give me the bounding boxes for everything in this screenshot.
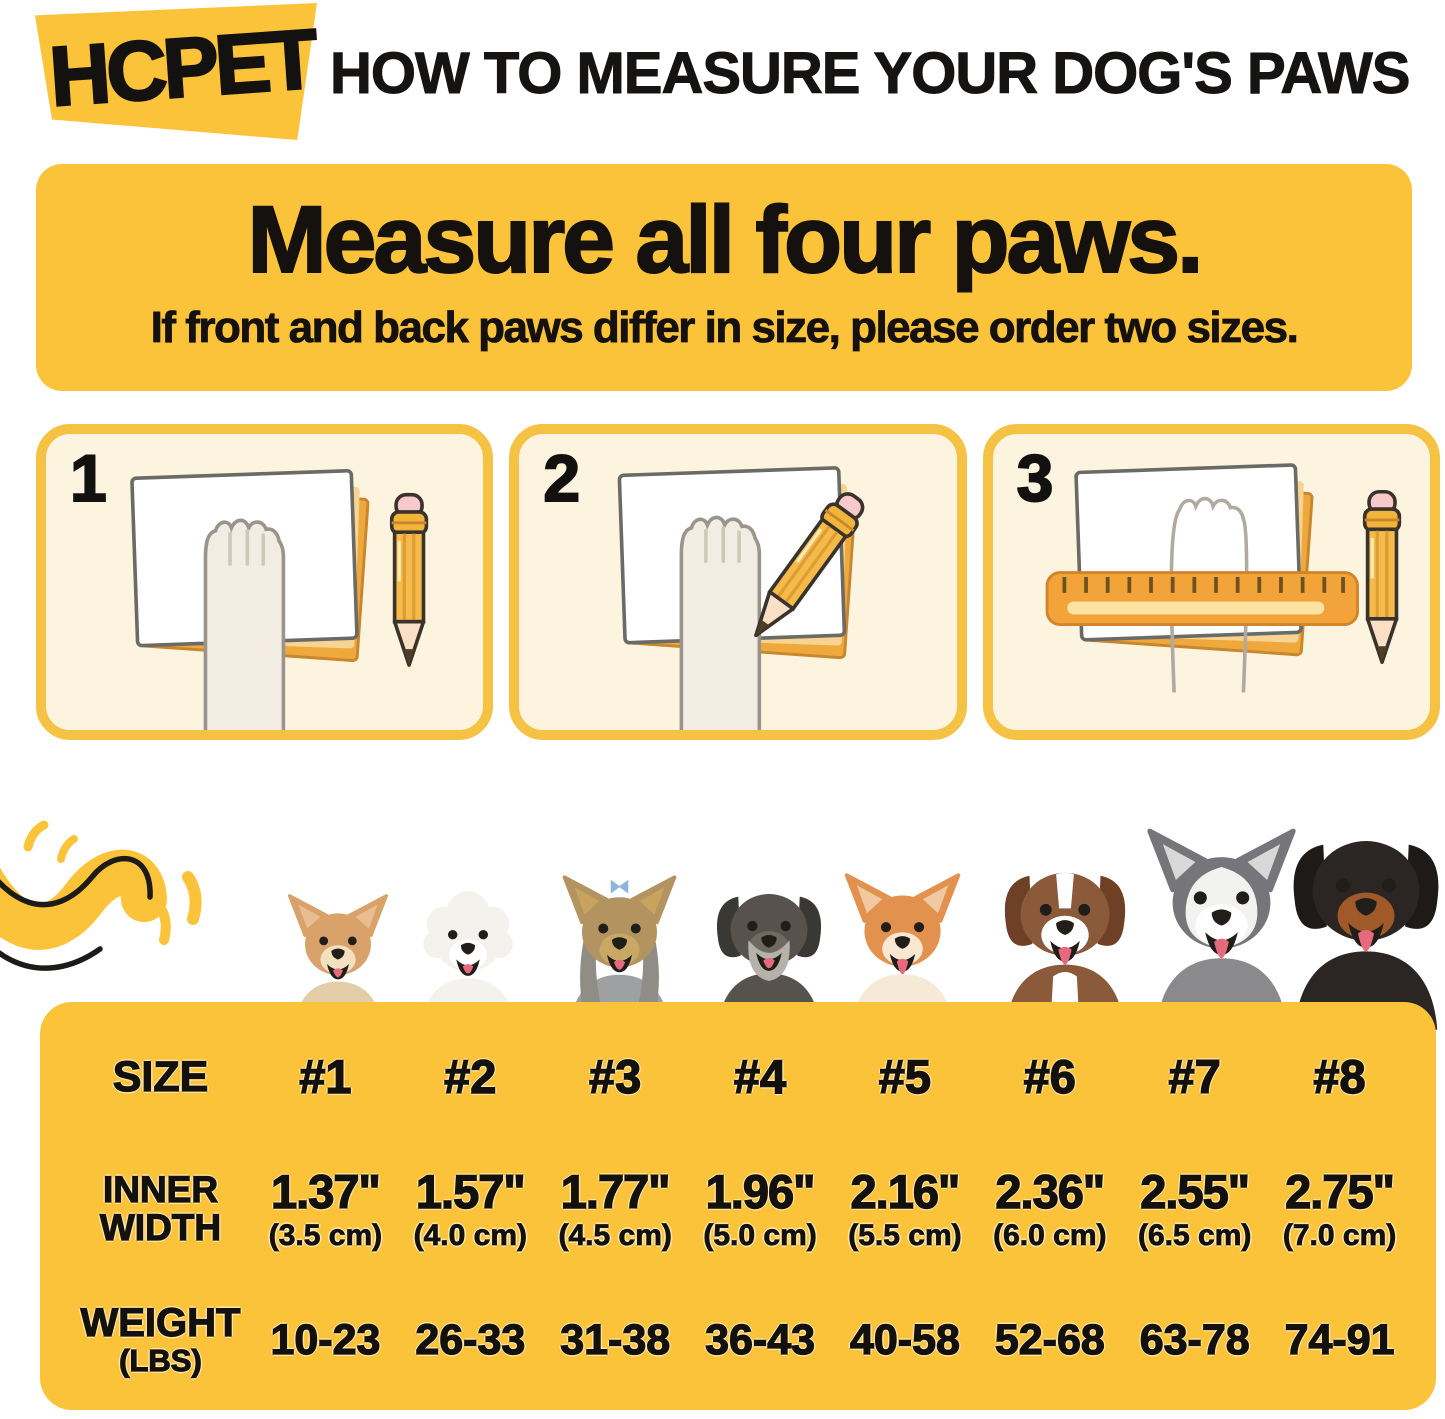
brand-logo-background	[35, 3, 317, 140]
weight-value-5: 40-58	[849, 1315, 960, 1364]
size-row-label: SIZE	[112, 1052, 209, 1101]
weight-value-8: 74-91	[1284, 1315, 1395, 1364]
header: HCPET HOW TO MEASURE YOUR DOG'S PAWS	[0, 0, 1445, 160]
steps-row: 1 2 3	[36, 424, 1440, 740]
banner-subheading: If front and back paws differ in size, p…	[150, 303, 1299, 353]
step-card-1: 1	[36, 424, 494, 740]
weight-value-3: 31-38	[560, 1315, 671, 1364]
size-value-1: #1	[299, 1049, 353, 1103]
inner-width-value-1: 1.37" (3.5 cm)	[268, 1164, 383, 1252]
brand-logo: HCPET	[35, 3, 319, 140]
step-number: 1	[69, 440, 108, 516]
inner-width-label-line1: INNER	[102, 1168, 219, 1210]
inner-width-value-2: 1.57" (4.0 cm)	[413, 1164, 527, 1252]
size-value-4: #4	[733, 1049, 787, 1103]
dog-lineup	[0, 775, 1445, 1030]
inner-width-label-line2: WIDTH	[99, 1207, 222, 1249]
weight-value-2: 26-33	[415, 1315, 526, 1364]
inner-width-value-8: 2.75" (7.0 cm)	[1282, 1164, 1397, 1252]
inner-width-value-4: 1.96" (5.0 cm)	[703, 1164, 817, 1252]
size-value-6: #6	[1023, 1049, 1077, 1103]
brand-logo-text: HCPET	[45, 10, 318, 125]
banner-heading: Measure all four paws.	[247, 186, 1205, 294]
size-value-2: #2	[443, 1049, 497, 1103]
dog-photo-rottweiler	[1293, 841, 1439, 1030]
size-value-8: #8	[1313, 1049, 1367, 1103]
inner-width-value-5: 2.16" (5.5 cm)	[848, 1164, 962, 1252]
measure-outline-with-ruler-illustration	[1044, 463, 1401, 695]
weight-value-7: 63-78	[1139, 1315, 1250, 1364]
trace-paw-with-pencil-illustration	[617, 465, 873, 730]
weight-value-6: 52-68	[994, 1315, 1105, 1364]
step-card-3: 3	[982, 424, 1440, 740]
inner-width-row-label: INNER WIDTH	[99, 1168, 222, 1249]
step-number: 3	[1016, 440, 1055, 516]
measure-banner: Measure all four paws. If front and back…	[36, 164, 1412, 391]
weight-value-1: 10-23	[270, 1315, 381, 1364]
page-title: HOW TO MEASURE YOUR DOG'S PAWS	[329, 41, 1410, 107]
size-value-5: #5	[878, 1049, 932, 1103]
inner-width-value-7: 2.55" (6.5 cm)	[1137, 1164, 1252, 1252]
weight-value-4: 36-43	[704, 1315, 816, 1364]
size-value-3: #3	[588, 1049, 642, 1103]
weight-row-label: WEIGHT (LBS)	[80, 1301, 241, 1378]
size-chart-table: SIZE #1 #2 #3 #4 #5 #6 #7 #8 INNER WIDTH…	[40, 1002, 1436, 1410]
squiggle-decoration	[0, 820, 202, 971]
size-value-7: #7	[1168, 1049, 1222, 1103]
inner-width-value-3: 1.77" (4.5 cm)	[558, 1164, 672, 1252]
paw-on-paper-illustration	[130, 468, 429, 730]
weight-label-line1: WEIGHT	[80, 1301, 241, 1346]
inner-width-value-6: 2.36" (6.0 cm)	[993, 1164, 1107, 1252]
weight-label-line2: (LBS)	[119, 1342, 203, 1378]
step-number: 2	[542, 440, 581, 516]
step-card-2: 2	[509, 424, 967, 740]
